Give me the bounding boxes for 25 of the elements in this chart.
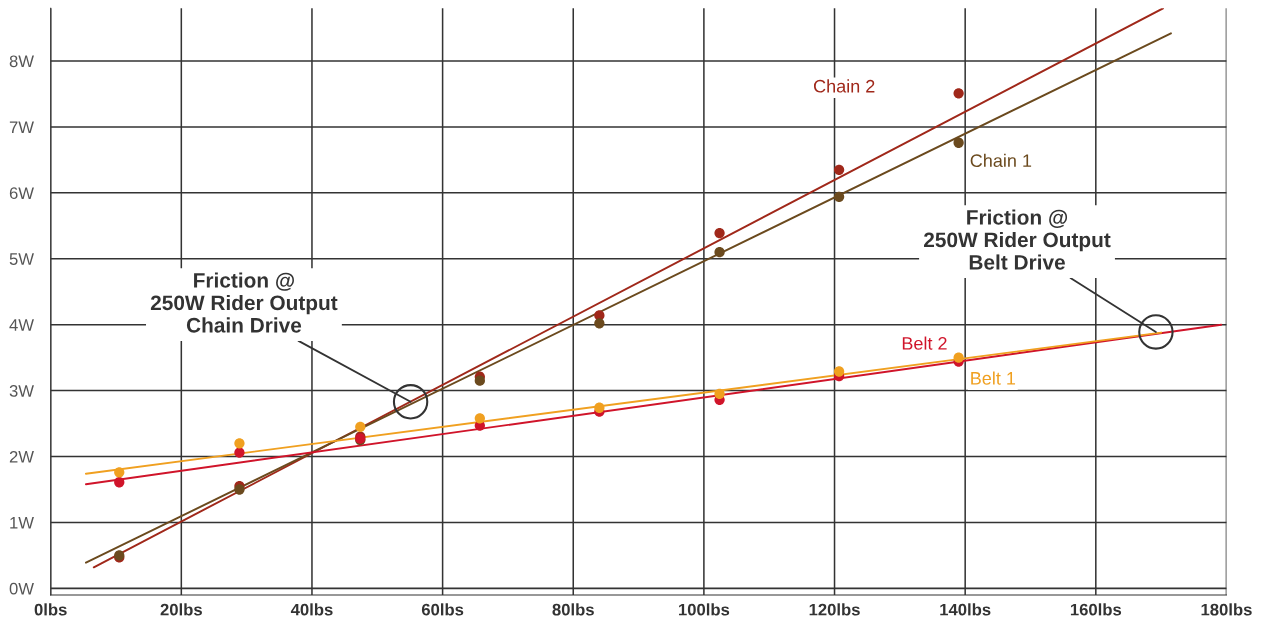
x-tick-label: 0lbs	[34, 603, 67, 616]
y-tick-label: 0W	[9, 582, 34, 595]
y-tick-label: 5W	[9, 253, 34, 265]
series-label: Belt 2	[902, 336, 947, 350]
series-label: Chain 1	[970, 153, 1032, 168]
x-tick-label: 60lbs	[421, 603, 464, 616]
y-tick-label: 1W	[10, 517, 34, 529]
y-tick-label: 3W	[9, 385, 34, 397]
text: Chain 2	[813, 79, 875, 93]
series-label: Belt 1	[971, 371, 1016, 385]
x-tick-label: 80lbs	[552, 603, 594, 616]
annotation: Friction @ 250W Rider Output Chain Drive	[150, 272, 338, 333]
y-tick-label: 6W	[9, 187, 34, 200]
y-tick-label: 4W	[9, 319, 34, 331]
x-tick-label: 100lbs	[679, 603, 730, 616]
x-tick-label: 160lbs	[1070, 603, 1122, 616]
x-tick-label: 40lbs	[290, 603, 333, 616]
y-tick-label: 2W	[9, 450, 34, 463]
x-tick-label: 180lbs	[1201, 603, 1252, 616]
y-tick-label: 7W	[9, 121, 34, 133]
x-tick-label: 120lbs	[809, 603, 860, 616]
x-tick-label: 20lbs	[160, 603, 202, 616]
annotation: Friction @ 250W Rider Output Belt Drive	[923, 209, 1111, 270]
y-tick-label: 8W	[9, 55, 34, 68]
x-tick-label: 140lbs	[940, 603, 991, 616]
